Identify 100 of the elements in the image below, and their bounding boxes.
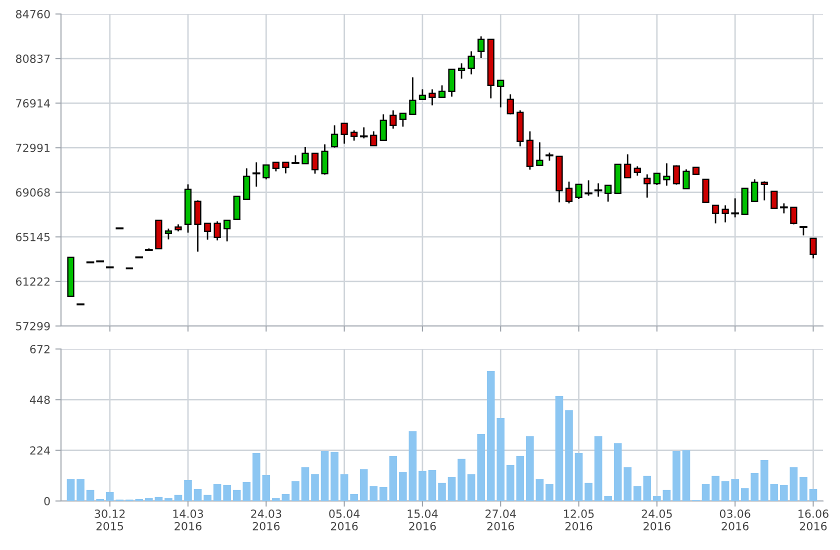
x-tick-label: 16.06 2016: [798, 510, 828, 530]
candlestick: [350, 130, 358, 142]
candlestick: [731, 198, 739, 218]
bar: [712, 476, 720, 501]
candlestick: [390, 110, 397, 130]
candlestick: [712, 204, 720, 224]
bar: [320, 451, 329, 501]
x-tick-label: 05.04 2016: [329, 510, 360, 530]
y-tick-label: 80837: [16, 54, 50, 63]
candlestick: [575, 184, 582, 200]
y-tick-label: 448: [30, 396, 50, 404]
bar: [223, 484, 231, 501]
candlestick: [751, 178, 758, 202]
candlestick: [214, 220, 221, 242]
candlestick: [702, 178, 710, 203]
x-tick-label: 24.03 2016: [251, 510, 282, 530]
candlestick: [409, 76, 416, 116]
candlestick: [478, 36, 485, 59]
candlestick: [663, 162, 670, 186]
y-tick-label: 57299: [16, 322, 50, 330]
bar: [565, 410, 573, 501]
candlestick: [204, 222, 212, 240]
candlestick: [224, 220, 231, 242]
candlestick: [302, 146, 309, 164]
bar: [536, 479, 544, 501]
bar: [731, 479, 739, 501]
candlestick: [194, 200, 202, 252]
candlestick: [370, 130, 378, 146]
bar: [526, 436, 534, 501]
bar: [672, 451, 680, 501]
candlestick: [594, 182, 602, 198]
bar: [350, 494, 358, 501]
candlestick: [653, 172, 660, 186]
x-tick-label: 14.03 2016: [173, 510, 204, 530]
candlestick: [233, 196, 240, 220]
bar: [311, 474, 319, 501]
bar: [301, 467, 310, 501]
bar: [555, 396, 564, 501]
candlestick: [604, 184, 612, 202]
bar: [574, 453, 583, 501]
candlestick: [584, 180, 592, 196]
candlestick: [418, 88, 426, 100]
candlestick: [428, 88, 436, 106]
bar: [790, 467, 798, 501]
candlestick: [624, 154, 632, 178]
y-tick-label: 0: [44, 496, 50, 506]
bar: [546, 484, 554, 501]
bar: [604, 496, 612, 501]
bar: [76, 479, 84, 501]
candlestick: [810, 238, 817, 260]
candlestick: [252, 162, 260, 188]
candlestick: [790, 206, 798, 226]
y-tick-label: 72991: [16, 144, 50, 152]
bar: [184, 480, 192, 501]
bar: [438, 482, 446, 501]
candlestick: [780, 202, 788, 214]
bar: [408, 431, 417, 501]
bar: [653, 496, 661, 501]
bar: [682, 450, 690, 501]
candlestick: [262, 164, 270, 180]
x-tick-label: 15.04 2016: [408, 510, 438, 530]
bar: [721, 481, 730, 501]
bar: [66, 479, 75, 501]
candlestick: [282, 162, 290, 174]
candlestick: [468, 50, 475, 76]
candlestick: [448, 68, 456, 98]
candlestick: [760, 180, 768, 202]
bar: [282, 494, 290, 501]
y-tick-label: 76914: [16, 99, 50, 108]
y-tick-label: 61222: [16, 277, 50, 286]
bar: [418, 470, 426, 501]
candlestick: [330, 124, 338, 148]
candlestick: [565, 180, 573, 204]
y-tick-label: 69068: [16, 188, 50, 197]
bar: [584, 482, 592, 501]
bar: [204, 494, 212, 501]
candlestick: [321, 144, 328, 176]
candlestick: [634, 166, 641, 176]
x-tick-label: 12.05 2016: [564, 510, 594, 530]
bar: [164, 498, 172, 501]
x-tick-label: 24.05 2016: [642, 510, 672, 530]
bar: [213, 484, 222, 501]
bar: [194, 489, 202, 501]
bar: [272, 498, 280, 501]
bar: [662, 490, 671, 501]
bar: [340, 474, 348, 501]
candlestick: [506, 94, 514, 116]
candlestick: [360, 126, 368, 140]
bar: [458, 458, 466, 501]
bar: [145, 498, 153, 501]
candlestick: [770, 190, 778, 209]
candlestick: [340, 122, 348, 144]
candlestick: [243, 168, 250, 200]
y-tick-label: 65145: [16, 232, 50, 242]
y-tick-label: 672: [30, 344, 50, 354]
bar: [292, 481, 300, 501]
candlestick: [311, 152, 319, 174]
bar: [800, 477, 808, 501]
candlestick: [438, 84, 446, 98]
x-tick-label: 03.06 2016: [720, 510, 750, 530]
